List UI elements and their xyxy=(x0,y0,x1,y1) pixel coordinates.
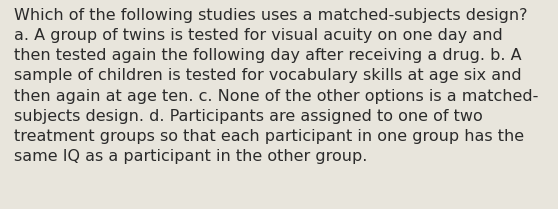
Text: Which of the following studies uses a matched-subjects design?
a. A group of twi: Which of the following studies uses a ma… xyxy=(14,8,538,164)
